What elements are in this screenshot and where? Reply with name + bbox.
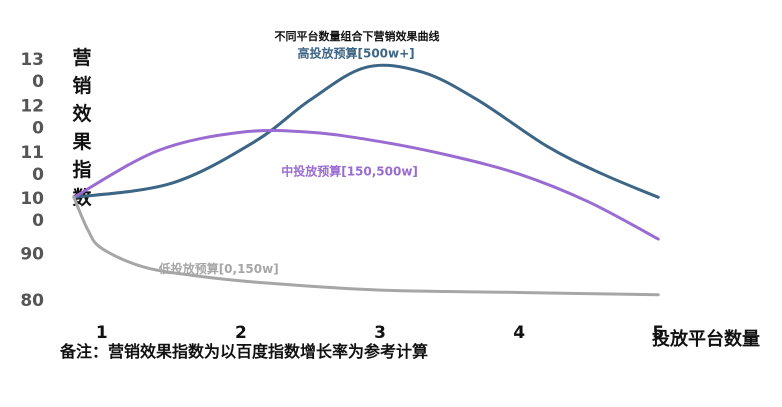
- y-tick-label: 0: [32, 165, 44, 185]
- series-label: 高投放预算[500w+]: [298, 45, 415, 60]
- y-tick-label: 90: [20, 245, 44, 265]
- x-tick-label: 4: [513, 323, 525, 343]
- series-label: 中投放预算[150,500w]: [281, 164, 418, 179]
- x-tick-labels: 1 2 3 4 5: [96, 323, 664, 343]
- y-label-char: 果: [71, 131, 91, 153]
- series-line: [72, 195, 660, 297]
- series-labels: 高投放预算[500w+] 中投放预算[150,500w] 低投放预算[0,150w]: [158, 45, 418, 276]
- chart-title: 不同平台数量组合下营销效果曲线: [275, 29, 440, 43]
- y-label-char: 销: [72, 74, 91, 97]
- y-tick-label: 0: [32, 211, 44, 231]
- series-label: 低投放预算[0,150w]: [158, 261, 279, 276]
- y-tick-label: 11: [20, 143, 44, 163]
- y-tick-label: 12: [20, 96, 44, 116]
- y-label-char: 指: [72, 159, 91, 181]
- y-tick-label: 0: [32, 72, 44, 92]
- series-lines: [72, 63, 660, 297]
- series-line: [72, 129, 660, 241]
- x-tick-label: 5: [652, 323, 664, 343]
- y-tick-label: 80: [20, 291, 44, 311]
- y-tick-label: 10: [20, 189, 44, 209]
- x-tick-label: 2: [235, 323, 247, 343]
- y-tick-label: 13: [20, 50, 44, 70]
- x-axis-label: 投放平台数量: [652, 328, 760, 350]
- y-axis-label: 营销效果指数: [71, 46, 92, 209]
- chart-note: 备注：营销效果指数为以百度指数增长率为参考计算: [59, 342, 428, 361]
- x-tick-label: 3: [374, 323, 386, 343]
- y-label-char: 营: [72, 46, 91, 69]
- series-line: [72, 63, 660, 199]
- x-tick-label: 1: [96, 323, 108, 343]
- y-label-char: 效: [72, 102, 91, 125]
- y-tick-label: 0: [32, 118, 44, 138]
